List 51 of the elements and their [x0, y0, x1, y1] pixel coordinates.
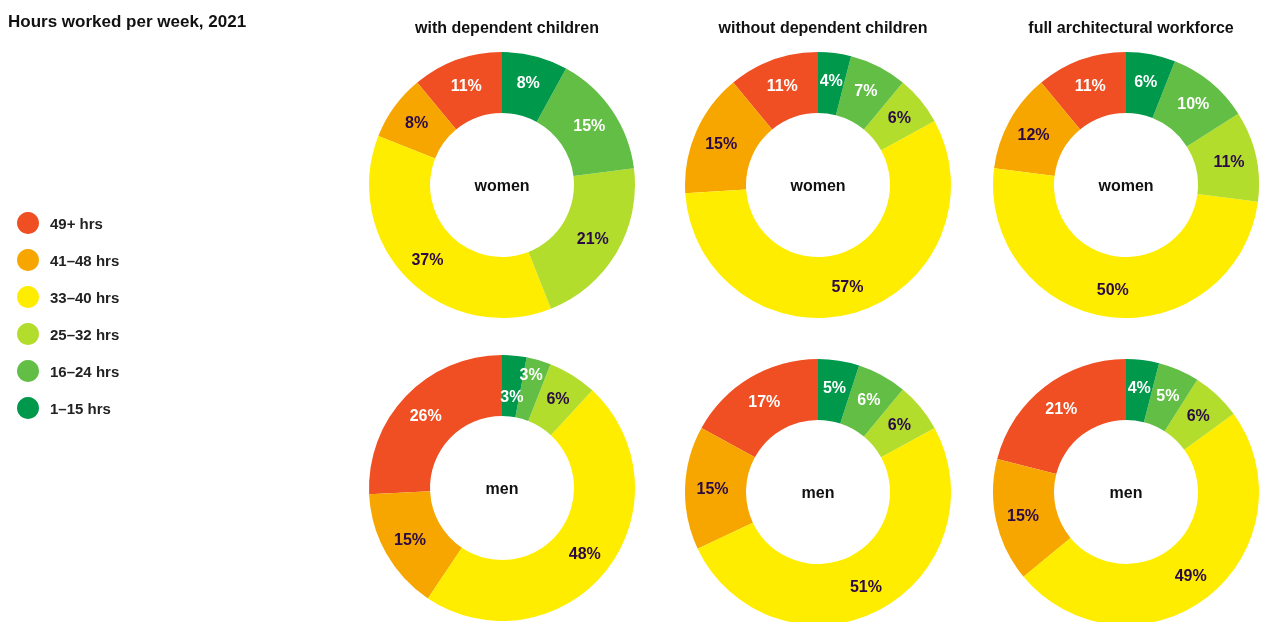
- data-label: 26%: [409, 406, 442, 424]
- data-label: 10%: [1177, 95, 1210, 113]
- chart-title: full architectural workforce: [1028, 18, 1234, 36]
- data-label: 4%: [1127, 378, 1151, 396]
- data-label: 17%: [748, 392, 781, 410]
- legend-label: 49+ hrs: [50, 214, 103, 232]
- legend-label: 1–15 hrs: [50, 399, 111, 417]
- data-label: 11%: [450, 77, 482, 95]
- data-label: 49%: [1174, 566, 1207, 584]
- legend-label: 41–48 hrs: [50, 251, 120, 269]
- text: women: [789, 176, 846, 194]
- data-label: 11%: [766, 77, 798, 95]
- chart-title: with dependent children: [413, 18, 600, 36]
- text: men: [801, 483, 835, 501]
- chart-title: without dependent children: [717, 18, 928, 36]
- data-label: 3%: [519, 366, 543, 384]
- data-label: 11%: [1074, 77, 1106, 95]
- data-label: 6%: [546, 390, 570, 408]
- data-label: 48%: [568, 544, 601, 562]
- text: men: [1109, 483, 1143, 501]
- data-label: 6%: [857, 391, 881, 409]
- text: women: [473, 176, 530, 194]
- legend-label: 33–40 hrs: [50, 288, 120, 306]
- legend-label: 25–32 hrs: [50, 325, 120, 343]
- data-label: 15%: [1007, 506, 1040, 524]
- data-label: 15%: [696, 480, 729, 498]
- data-label: 50%: [1096, 281, 1129, 299]
- data-label: 6%: [887, 109, 911, 127]
- data-label: 11%: [1213, 153, 1245, 171]
- data-label: 5%: [822, 379, 847, 397]
- data-label: 37%: [411, 251, 444, 269]
- data-label: 6%: [1134, 72, 1158, 90]
- data-label: 6%: [1186, 406, 1210, 424]
- data-label: 15%: [705, 134, 738, 152]
- data-label: 7%: [854, 82, 878, 100]
- data-label: 21%: [576, 230, 609, 248]
- data-label: 4%: [819, 71, 843, 89]
- data-label: 15%: [573, 117, 606, 135]
- data-label: 51%: [849, 577, 882, 595]
- data-label: 6%: [887, 416, 911, 434]
- data-label: 57%: [831, 277, 864, 295]
- legend-label: 16–24 hrs: [50, 362, 120, 380]
- text: Hours worked per week, 2021: [8, 12, 248, 32]
- data-label: 5%: [1156, 386, 1180, 404]
- data-label: 8%: [405, 114, 429, 132]
- text: women: [1097, 176, 1154, 194]
- data-label: 15%: [394, 531, 427, 549]
- data-label: 8%: [516, 74, 540, 92]
- text: men: [485, 479, 519, 497]
- data-label: 12%: [1017, 125, 1050, 143]
- data-label: 21%: [1045, 400, 1078, 418]
